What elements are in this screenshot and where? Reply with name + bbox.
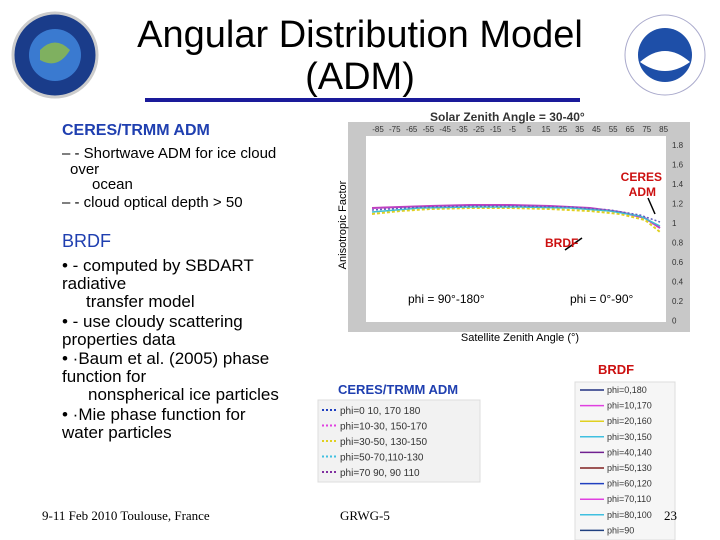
- top-tick-label: 25: [558, 125, 567, 134]
- top-tick-label: 35: [575, 125, 584, 134]
- brdf-heading: BRDF: [62, 231, 111, 251]
- top-tick-label: -15: [490, 125, 502, 134]
- y-axis-label: Anisotropic Factor: [337, 180, 349, 269]
- brdf-line: • ·Mie phase function for: [62, 405, 246, 424]
- top-tick-label: -75: [389, 125, 401, 134]
- legend-entry: phi=30,150: [607, 432, 652, 442]
- x-axis-label: Satellite Zenith Angle (°): [461, 332, 579, 344]
- right-tick-label: 1.6: [672, 161, 684, 170]
- ceres-heading: CERES/TRMM ADM: [62, 122, 210, 139]
- ceres-line: ocean: [92, 176, 133, 193]
- top-tick-label: 15: [542, 125, 551, 134]
- ceres-line: – - cloud optical depth > 50: [62, 194, 243, 211]
- legend-entry: phi=10-30, 150-170: [340, 422, 427, 433]
- footer-center: GRWG-5: [340, 508, 390, 523]
- top-tick-label: -25: [473, 125, 485, 134]
- ceres-annotation: CERES: [621, 170, 662, 184]
- legend-entry: phi=80,100: [607, 510, 652, 520]
- ceres-line: over: [70, 161, 100, 178]
- legend-entry: phi=0,180: [607, 385, 647, 395]
- noaa-logo: [624, 14, 706, 96]
- ceres-legend-box: [317, 399, 481, 483]
- brdf-legend-box: [574, 381, 676, 540]
- legend-entry: phi=10,170: [607, 401, 652, 411]
- chart-title: Solar Zenith Angle = 30-40°: [430, 110, 585, 124]
- top-tick-label: 45: [592, 125, 601, 134]
- right-tick-label: 0.2: [672, 297, 684, 306]
- footer-left: 9-11 Feb 2010 Toulouse, France: [42, 508, 210, 523]
- title-line: (ADM): [305, 56, 415, 98]
- brdf-line: transfer model: [86, 292, 195, 311]
- top-tick-label: -5: [509, 125, 517, 134]
- brdf-line: • ·Baum et al. (2005) phase: [62, 349, 270, 368]
- legend-title: CERES/TRMM ADM: [338, 382, 458, 397]
- chart-panel: [348, 122, 690, 332]
- legend-entry: phi=30-50, 130-150: [340, 437, 427, 448]
- brdf-annotation: BRDF: [545, 236, 578, 250]
- legend-entry: phi=70,110: [607, 494, 651, 504]
- brdf-line: • - use cloudy scattering: [62, 312, 243, 331]
- brdf-line: • - computed by SBDART: [62, 256, 254, 275]
- right-tick-label: 1.4: [672, 180, 684, 189]
- top-tick-label: 75: [642, 125, 651, 134]
- legend-entry: phi=60,120: [607, 479, 652, 489]
- brdf-line: nonspherical ice particles: [88, 385, 279, 404]
- right-tick-label: 0: [672, 317, 677, 326]
- top-tick-label: -55: [423, 125, 435, 134]
- top-tick-label: 85: [659, 125, 668, 134]
- right-tick-label: 1.8: [672, 141, 684, 150]
- brdf-line: water particles: [62, 423, 172, 442]
- legend-entry: phi=90: [607, 525, 634, 535]
- top-tick-label: 5: [527, 125, 532, 134]
- right-tick-label: 1.2: [672, 200, 684, 209]
- title-line: Angular Distribution Model: [137, 14, 583, 56]
- ceres-line: – - Shortwave ADM for ice cloud: [62, 145, 277, 162]
- top-tick-label: 65: [626, 125, 635, 134]
- brdf-line: function for: [62, 367, 147, 386]
- page-number: 23: [664, 508, 677, 523]
- right-tick-label: 0.8: [672, 239, 684, 248]
- right-tick-label: 0.6: [672, 258, 684, 267]
- right-tick-label: 1: [672, 219, 677, 228]
- ceres-annotation: ADM: [629, 185, 656, 199]
- top-tick-label: -85: [372, 125, 384, 134]
- legend-title: BRDF: [598, 362, 634, 377]
- legend-entry: phi=0 10, 170 180: [340, 406, 421, 417]
- legend-entry: phi=50-70,110-130: [340, 453, 424, 464]
- legend-entry: phi=40,140: [607, 447, 652, 457]
- phi-label: phi = 90°-180°: [408, 292, 485, 306]
- brdf-line: radiative: [62, 274, 127, 293]
- brdf-line: properties data: [62, 330, 176, 349]
- legend-entry: phi=20,160: [607, 416, 652, 426]
- top-tick-label: 55: [609, 125, 618, 134]
- right-tick-label: 0.4: [672, 278, 684, 287]
- legend-entry: phi=50,130: [607, 463, 652, 473]
- legend-entry: phi=70 90, 90 110: [340, 468, 420, 479]
- top-tick-label: -35: [456, 125, 468, 134]
- phi-label: phi = 0°-90°: [570, 292, 634, 306]
- left-logo: [11, 11, 99, 99]
- top-tick-label: -65: [406, 125, 418, 134]
- top-tick-label: -45: [439, 125, 451, 134]
